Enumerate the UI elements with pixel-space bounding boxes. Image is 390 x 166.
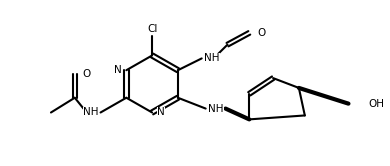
Text: NH: NH — [83, 108, 99, 118]
Text: N: N — [157, 108, 165, 118]
Text: OH: OH — [368, 99, 384, 109]
Text: N: N — [113, 65, 121, 75]
Text: O: O — [257, 28, 266, 38]
Text: NH: NH — [208, 104, 223, 114]
Text: NH: NH — [204, 53, 219, 63]
Text: Cl: Cl — [147, 24, 157, 34]
Text: O: O — [83, 69, 91, 79]
